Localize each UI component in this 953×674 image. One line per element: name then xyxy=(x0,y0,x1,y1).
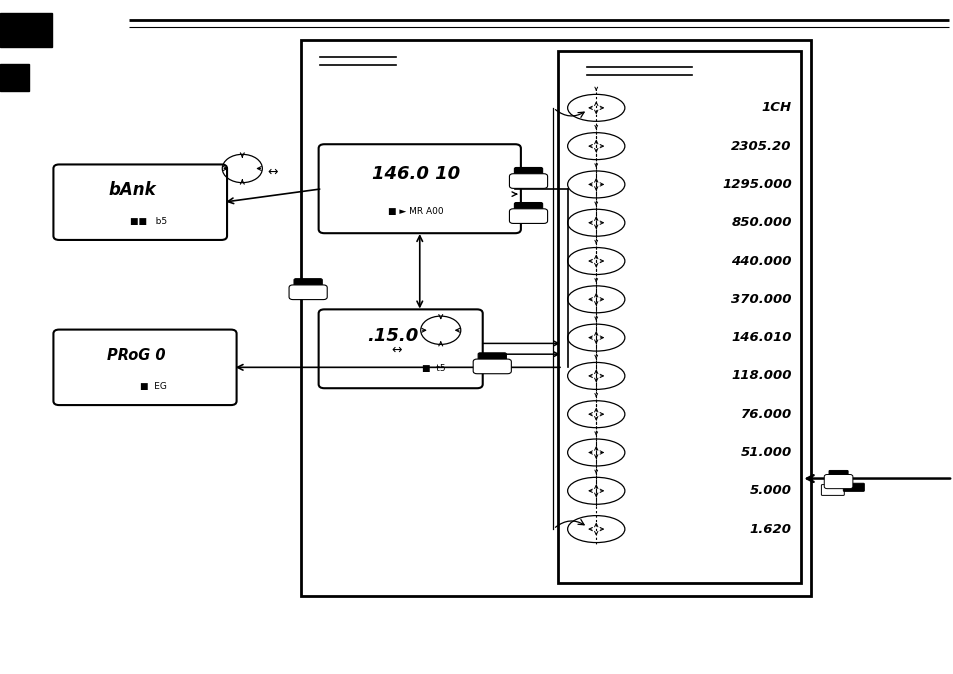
Text: ■  t5: ■ t5 xyxy=(422,364,446,373)
Text: 1.620: 1.620 xyxy=(749,522,791,536)
Bar xyxy=(0,13,52,47)
Text: 440.000: 440.000 xyxy=(731,255,791,268)
FancyBboxPatch shape xyxy=(318,309,482,388)
Text: bAnk: bAnk xyxy=(109,181,155,199)
FancyBboxPatch shape xyxy=(842,483,863,491)
FancyBboxPatch shape xyxy=(514,168,542,178)
Text: ↔: ↔ xyxy=(391,344,402,357)
FancyBboxPatch shape xyxy=(509,174,547,188)
Text: 1295.000: 1295.000 xyxy=(721,178,791,191)
Text: 51.000: 51.000 xyxy=(740,446,791,459)
FancyBboxPatch shape xyxy=(823,474,852,489)
FancyBboxPatch shape xyxy=(828,470,847,478)
FancyBboxPatch shape xyxy=(473,359,511,373)
FancyBboxPatch shape xyxy=(289,285,327,299)
Text: 118.000: 118.000 xyxy=(731,369,791,382)
Text: 850.000: 850.000 xyxy=(731,216,791,229)
FancyBboxPatch shape xyxy=(294,279,322,289)
FancyBboxPatch shape xyxy=(53,164,227,240)
FancyBboxPatch shape xyxy=(300,40,810,596)
Text: 1CH: 1CH xyxy=(760,101,791,115)
FancyBboxPatch shape xyxy=(477,353,506,363)
FancyBboxPatch shape xyxy=(53,330,236,405)
Text: ■■   b5: ■■ b5 xyxy=(130,216,167,226)
Text: .15.0: .15.0 xyxy=(367,327,418,345)
Text: ■ ► MR A00: ■ ► MR A00 xyxy=(388,207,443,216)
Text: 76.000: 76.000 xyxy=(740,408,791,421)
FancyBboxPatch shape xyxy=(509,209,547,223)
Text: 146.0 10: 146.0 10 xyxy=(372,165,459,183)
Text: 146.010: 146.010 xyxy=(731,331,791,344)
FancyBboxPatch shape xyxy=(558,51,801,583)
FancyBboxPatch shape xyxy=(821,485,843,495)
Text: 370.000: 370.000 xyxy=(731,293,791,306)
Text: ■  EG: ■ EG xyxy=(140,381,167,391)
Text: PRoG 0: PRoG 0 xyxy=(107,348,166,363)
FancyBboxPatch shape xyxy=(514,202,542,213)
Text: 5.000: 5.000 xyxy=(749,485,791,497)
Bar xyxy=(0,64,29,91)
Text: ↔: ↔ xyxy=(267,165,278,179)
FancyBboxPatch shape xyxy=(318,144,520,233)
Text: 2305.20: 2305.20 xyxy=(731,140,791,152)
